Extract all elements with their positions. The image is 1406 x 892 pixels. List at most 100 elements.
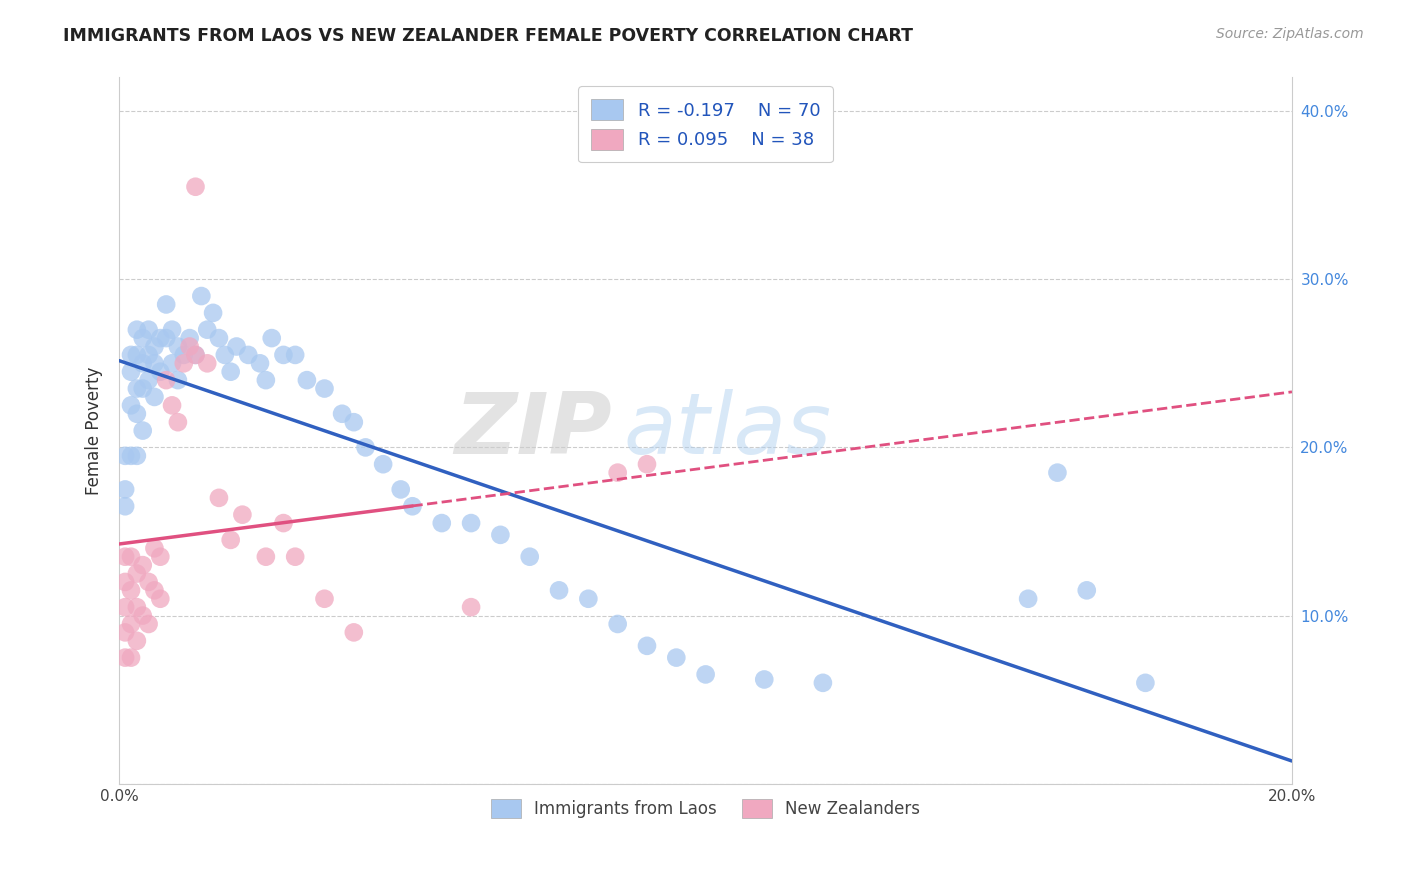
Point — [1076, 583, 1098, 598]
Point — [249, 356, 271, 370]
Point — [143, 339, 166, 353]
Point — [1046, 466, 1069, 480]
Point — [179, 339, 201, 353]
Point — [284, 348, 307, 362]
Point — [125, 633, 148, 648]
Point — [273, 516, 295, 530]
Point — [120, 348, 142, 362]
Point — [254, 373, 277, 387]
Point — [155, 297, 177, 311]
Point — [149, 549, 172, 564]
Point — [167, 339, 190, 353]
Point — [519, 549, 541, 564]
Point — [665, 650, 688, 665]
Point — [225, 339, 247, 353]
Point — [160, 323, 183, 337]
Point — [125, 600, 148, 615]
Point — [184, 179, 207, 194]
Point — [138, 574, 160, 589]
Text: atlas: atlas — [623, 389, 831, 472]
Legend: Immigrants from Laos, New Zealanders: Immigrants from Laos, New Zealanders — [484, 792, 927, 825]
Point — [125, 566, 148, 581]
Point — [120, 365, 142, 379]
Point — [114, 650, 136, 665]
Point — [195, 356, 218, 370]
Point — [606, 466, 628, 480]
Point — [132, 608, 155, 623]
Point — [125, 382, 148, 396]
Point — [314, 382, 336, 396]
Point — [354, 441, 377, 455]
Point — [343, 625, 366, 640]
Point — [125, 348, 148, 362]
Point — [120, 583, 142, 598]
Point — [120, 617, 142, 632]
Point — [295, 373, 318, 387]
Point — [138, 617, 160, 632]
Point — [208, 331, 231, 345]
Point — [120, 549, 142, 564]
Point — [120, 449, 142, 463]
Point — [138, 373, 160, 387]
Point — [548, 583, 571, 598]
Point — [1017, 591, 1039, 606]
Point — [389, 483, 412, 497]
Point — [132, 331, 155, 345]
Point — [155, 331, 177, 345]
Point — [208, 491, 231, 505]
Point — [179, 331, 201, 345]
Point — [184, 348, 207, 362]
Point — [636, 457, 658, 471]
Point — [1135, 676, 1157, 690]
Point — [125, 407, 148, 421]
Point — [132, 356, 155, 370]
Point — [125, 323, 148, 337]
Point — [343, 415, 366, 429]
Point — [260, 331, 283, 345]
Point — [160, 356, 183, 370]
Point — [132, 424, 155, 438]
Point — [143, 390, 166, 404]
Point — [173, 348, 195, 362]
Point — [284, 549, 307, 564]
Point — [120, 398, 142, 412]
Point — [160, 398, 183, 412]
Point — [155, 373, 177, 387]
Point — [184, 348, 207, 362]
Point — [231, 508, 253, 522]
Point — [195, 323, 218, 337]
Point — [489, 528, 512, 542]
Point — [811, 676, 834, 690]
Point — [430, 516, 453, 530]
Point — [330, 407, 353, 421]
Point — [273, 348, 295, 362]
Point — [132, 382, 155, 396]
Point — [125, 449, 148, 463]
Text: Source: ZipAtlas.com: Source: ZipAtlas.com — [1216, 27, 1364, 41]
Point — [214, 348, 236, 362]
Point — [173, 356, 195, 370]
Point — [401, 500, 423, 514]
Point — [143, 541, 166, 556]
Point — [120, 650, 142, 665]
Point — [149, 591, 172, 606]
Point — [314, 591, 336, 606]
Point — [114, 483, 136, 497]
Point — [202, 306, 225, 320]
Text: IMMIGRANTS FROM LAOS VS NEW ZEALANDER FEMALE POVERTY CORRELATION CHART: IMMIGRANTS FROM LAOS VS NEW ZEALANDER FE… — [63, 27, 914, 45]
Point — [114, 574, 136, 589]
Point — [576, 591, 599, 606]
Y-axis label: Female Poverty: Female Poverty — [86, 367, 103, 495]
Point — [138, 323, 160, 337]
Point — [219, 365, 242, 379]
Point — [114, 449, 136, 463]
Point — [606, 617, 628, 632]
Point — [114, 549, 136, 564]
Point — [114, 500, 136, 514]
Point — [143, 583, 166, 598]
Point — [254, 549, 277, 564]
Point — [138, 348, 160, 362]
Point — [219, 533, 242, 547]
Point — [167, 415, 190, 429]
Point — [371, 457, 394, 471]
